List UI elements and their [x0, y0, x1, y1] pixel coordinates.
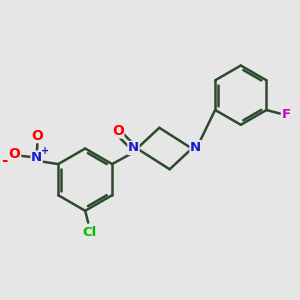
Text: N: N	[190, 140, 201, 154]
Text: N: N	[128, 141, 139, 154]
Text: O: O	[9, 147, 21, 161]
Text: O: O	[112, 124, 124, 138]
Text: F: F	[282, 108, 291, 121]
Text: +: +	[41, 146, 49, 156]
Text: -: -	[1, 153, 8, 168]
Text: N: N	[31, 151, 42, 164]
Text: O: O	[32, 129, 44, 142]
Text: Cl: Cl	[82, 226, 97, 238]
